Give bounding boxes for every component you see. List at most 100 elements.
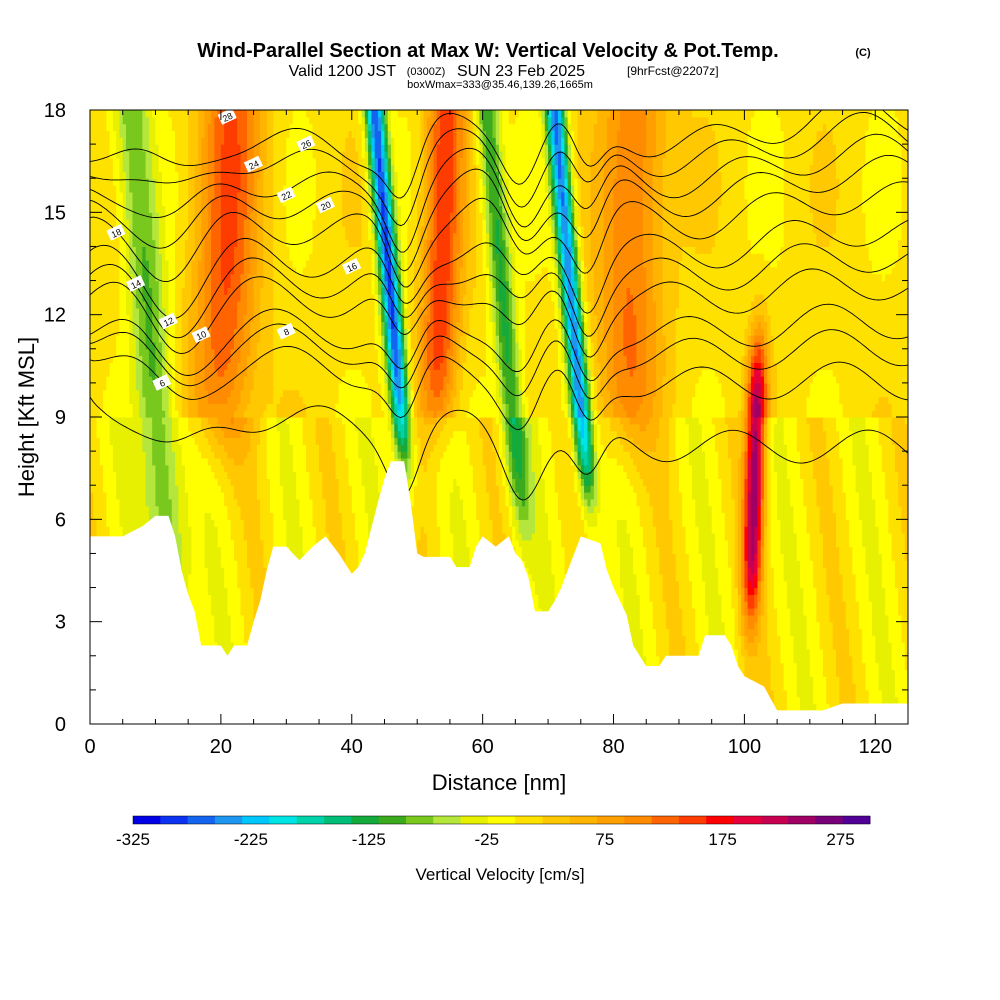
velocity-cell (135, 512, 140, 520)
velocity-cell (135, 321, 140, 329)
velocity-cell (99, 355, 104, 364)
velocity-cell (145, 287, 150, 295)
velocity-cell (132, 191, 137, 200)
velocity-cell (93, 150, 98, 159)
velocity-cell (132, 137, 137, 145)
velocity-cell (119, 239, 124, 248)
velocity-cell (106, 280, 111, 288)
velocity-cell (112, 171, 117, 179)
velocity-cell (142, 335, 147, 343)
velocity-cell (96, 157, 101, 166)
velocity-cell (103, 110, 107, 111)
velocity-cell (116, 505, 121, 514)
velocity-cell (132, 198, 137, 207)
velocity-cell (96, 519, 101, 527)
velocity-cell (135, 328, 140, 336)
velocity-cell (145, 314, 150, 323)
velocity-cell (139, 341, 143, 350)
velocity-cell (99, 178, 104, 186)
velocity-cell (90, 505, 94, 514)
velocity-cell (142, 437, 147, 445)
velocity-cell (197, 110, 202, 111)
velocity-cell (90, 205, 94, 213)
velocity-cell (135, 198, 140, 207)
velocity-cell (119, 301, 124, 309)
velocity-cell (90, 137, 94, 145)
velocity-cell (96, 369, 101, 377)
velocity-cell (132, 301, 137, 309)
velocity-cell (119, 110, 124, 111)
velocity-cell (99, 328, 104, 336)
velocity-cell (116, 110, 121, 118)
velocity-cell (135, 423, 140, 432)
velocity-cell (112, 253, 117, 261)
velocity-cell (119, 137, 124, 145)
velocity-cell (125, 178, 130, 186)
velocity-cell (135, 157, 140, 166)
velocity-cell (96, 239, 101, 248)
velocity-cell (96, 212, 101, 220)
velocity-cell (109, 321, 114, 329)
velocity-cell (112, 130, 117, 138)
velocity-cell (119, 376, 124, 384)
velocity-cell (165, 110, 170, 111)
velocity-cell (93, 314, 98, 323)
velocity-cell (112, 410, 117, 418)
velocity-cell (135, 164, 140, 172)
velocity-cell (142, 430, 147, 439)
velocity-cell (103, 198, 107, 207)
velocity-cell (125, 492, 130, 500)
velocity-cell (109, 116, 114, 125)
velocity-cell (135, 137, 140, 145)
velocity-cell (96, 505, 101, 514)
velocity-cell (103, 178, 107, 186)
velocity-cell (112, 137, 117, 145)
velocity-cell (135, 185, 140, 193)
velocity-cell (112, 246, 117, 254)
velocity-cell (142, 348, 147, 357)
velocity-cell (139, 348, 143, 357)
velocity-cell (99, 396, 104, 404)
velocity-cell (103, 246, 107, 254)
velocity-cell (106, 505, 111, 514)
velocity-cell (119, 116, 124, 125)
velocity-cell (112, 307, 117, 316)
velocity-cell (116, 280, 121, 288)
velocity-cell (122, 185, 127, 193)
velocity-cell (109, 505, 114, 514)
velocity-cell (122, 464, 127, 473)
velocity-cell (106, 266, 111, 275)
velocity-cell (132, 266, 137, 275)
velocity-cell (142, 403, 147, 411)
velocity-cell (132, 410, 137, 418)
velocity-cell (191, 110, 196, 111)
velocity-cell (116, 464, 121, 473)
velocity-cell (112, 205, 117, 213)
velocity-cell (129, 130, 134, 138)
velocity-cell (139, 198, 143, 207)
velocity-cell (116, 410, 121, 418)
velocity-cell (106, 273, 111, 282)
velocity-cell (109, 457, 114, 466)
velocity-cell (125, 362, 130, 370)
velocity-cell (142, 137, 147, 145)
velocity-cell (129, 464, 134, 473)
velocity-cell (103, 335, 107, 343)
velocity-cell (142, 273, 147, 282)
velocity-cell (132, 519, 137, 527)
velocity-cell (148, 110, 153, 111)
velocity-cell (132, 232, 137, 241)
velocity-cell (145, 341, 150, 350)
velocity-cell (109, 246, 114, 254)
velocity-cell (129, 348, 134, 357)
velocity-cell (119, 457, 124, 466)
velocity-cell (112, 485, 117, 493)
velocity-cell (112, 451, 117, 459)
velocity-cell (145, 403, 150, 411)
velocity-cell (132, 246, 137, 254)
velocity-cell (106, 444, 111, 452)
velocity-cell (132, 157, 137, 166)
velocity-cell (135, 116, 140, 125)
velocity-cell (132, 205, 137, 213)
velocity-cell (129, 314, 134, 323)
